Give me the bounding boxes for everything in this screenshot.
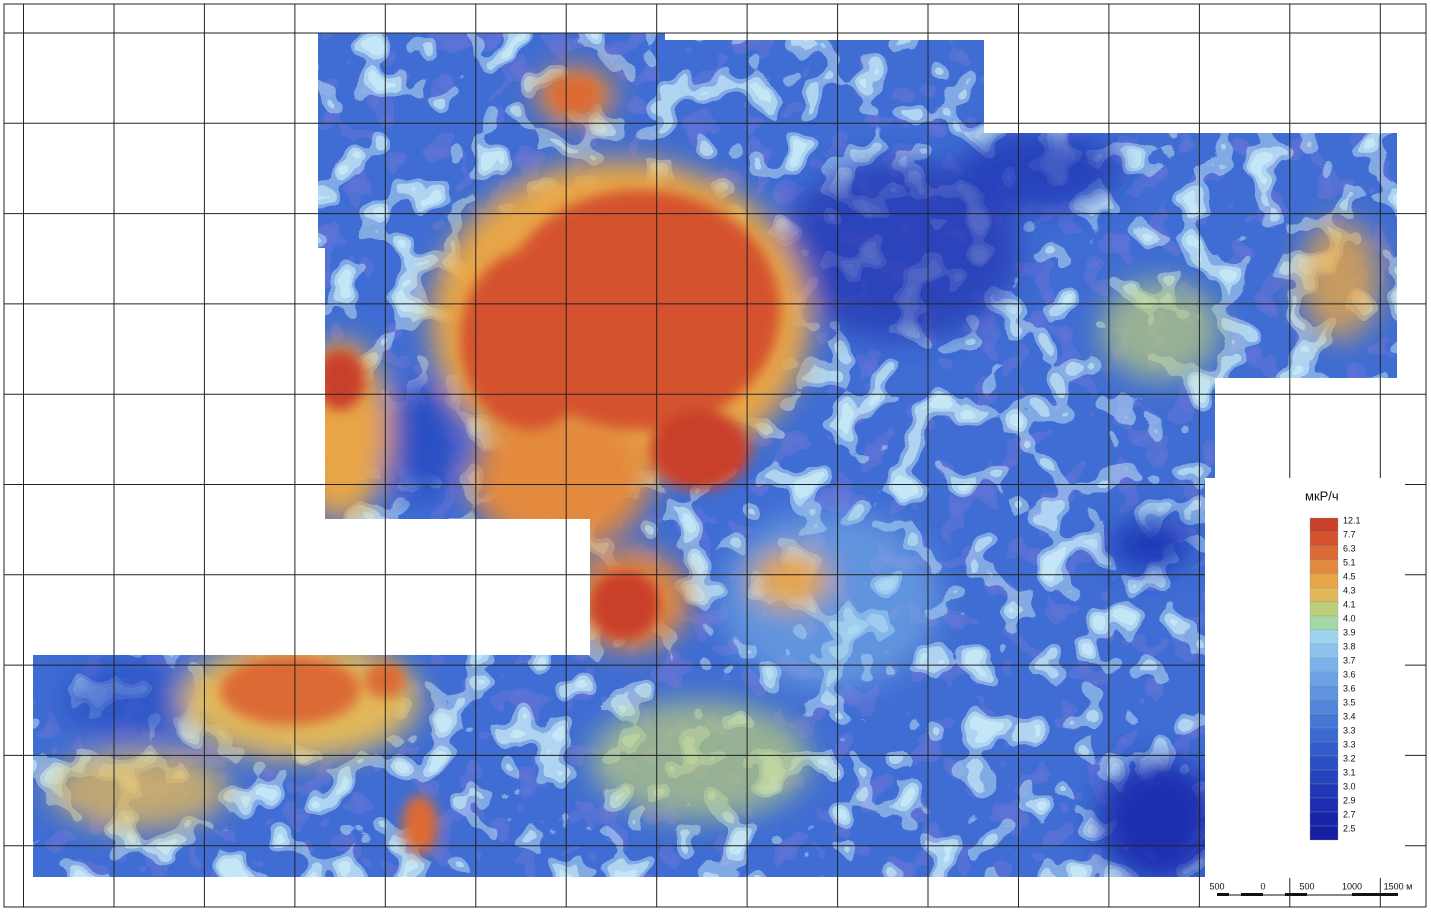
legend-label: 4.1	[1343, 599, 1356, 609]
legend-swatch	[1309, 517, 1339, 533]
legend-label: 3.5	[1343, 697, 1356, 707]
legend-swatch	[1309, 713, 1339, 729]
legend-swatch	[1309, 601, 1339, 617]
legend-swatch	[1309, 769, 1339, 785]
legend-swatch	[1309, 811, 1339, 827]
scale-label: 500	[1299, 881, 1314, 891]
legend-swatch	[1309, 643, 1339, 659]
scale-segment	[1285, 893, 1307, 896]
legend-swatch	[1309, 755, 1339, 771]
legend-label: 3.3	[1343, 739, 1356, 749]
legend-label: 3.9	[1343, 627, 1356, 637]
frame	[3, 3, 1427, 908]
legend-swatch	[1309, 573, 1339, 589]
scale-label: 500	[1209, 881, 1224, 891]
legend-label: 6.3	[1343, 543, 1356, 553]
legend-swatch	[1309, 741, 1339, 757]
legend-swatch	[1309, 727, 1339, 743]
legend-swatch	[1309, 797, 1339, 813]
legend-label: 3.2	[1343, 753, 1356, 763]
scale-label: 1500 м	[1384, 881, 1413, 891]
legend-swatch	[1309, 685, 1339, 701]
legend-label: 3.7	[1343, 655, 1356, 665]
scale-bar: 500 0 500 1000 1500 м	[1209, 881, 1412, 896]
legend-swatch	[1309, 629, 1339, 645]
legend-swatch	[1309, 531, 1339, 547]
legend-label: 2.7	[1343, 809, 1356, 819]
legend-swatch	[1309, 783, 1339, 799]
legend-swatch	[1309, 559, 1339, 575]
legend-swatch	[1309, 545, 1339, 561]
legend-swatch	[1309, 699, 1339, 715]
legend-label: 3.6	[1343, 683, 1356, 693]
legend-label: 4.3	[1343, 585, 1356, 595]
legend-label: 2.5	[1343, 823, 1356, 833]
legend-label: 12.1	[1343, 515, 1361, 525]
legend-label: 7.7	[1343, 529, 1356, 539]
legend-label: 3.6	[1343, 669, 1356, 679]
scale-label: 0	[1260, 881, 1265, 891]
scale-segment	[1241, 893, 1263, 896]
legend-label: 3.8	[1343, 641, 1356, 651]
legend: 12.1 7.7 6.3 5.1 4.5 4.3 4.1 4.0 3.9 3.8 3.7 3.6 3.6…	[1309, 515, 1361, 841]
legend-background	[1205, 478, 1405, 878]
legend-swatch	[1309, 671, 1339, 687]
legend-label: 4.5	[1343, 571, 1356, 581]
scale-segment	[1352, 893, 1398, 896]
legend-label: 4.0	[1343, 613, 1356, 623]
legend-swatch	[1309, 615, 1339, 631]
legend-swatch	[1309, 587, 1339, 603]
legend-swatch	[1309, 825, 1339, 841]
legend-label: 3.3	[1343, 725, 1356, 735]
legend-label: 3.1	[1343, 767, 1356, 777]
scale-segment	[1217, 893, 1229, 896]
legend-label: 3.4	[1343, 711, 1356, 721]
legend-label: 2.9	[1343, 795, 1356, 805]
legend-label: 3.0	[1343, 781, 1356, 791]
scale-label: 1000	[1342, 881, 1362, 891]
legend-title: мкР/ч	[1305, 488, 1339, 503]
legend-swatch	[1309, 657, 1339, 673]
legend-label: 5.1	[1343, 557, 1356, 567]
